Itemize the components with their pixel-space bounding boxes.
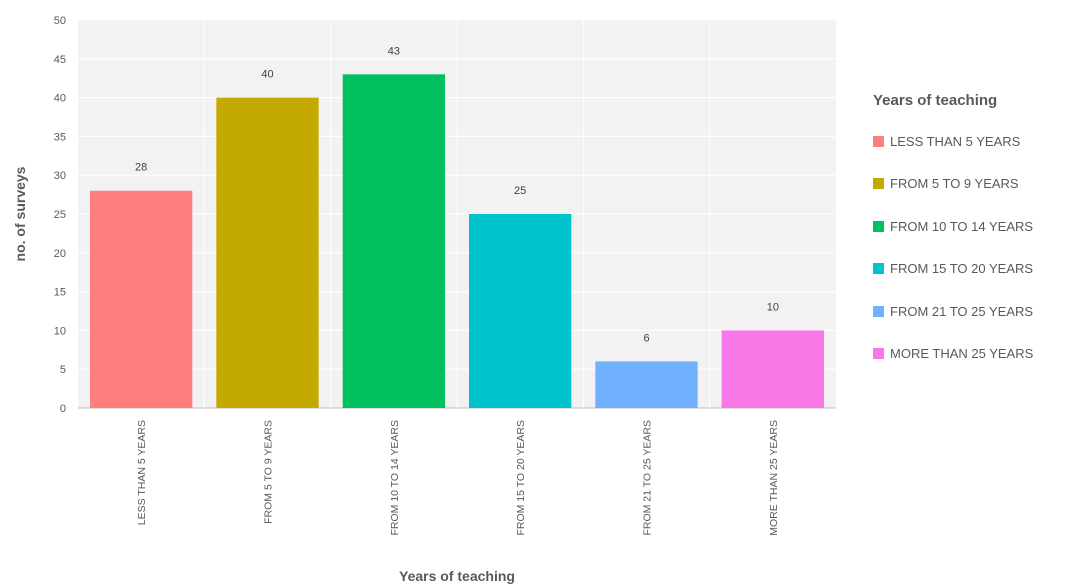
data-labels: 28 40 43 25 6 10 — [135, 45, 779, 344]
legend-item: FROM 10 TO 14 YEARS — [873, 205, 1063, 248]
y-tick-label: 5 — [60, 364, 66, 376]
legend-swatch — [873, 348, 884, 360]
legend-item: MORE THAN 25 YEARS — [873, 333, 1063, 376]
legend-item: FROM 5 TO 9 YEARS — [873, 163, 1063, 206]
bar-chart: 0 5 10 15 20 25 30 35 40 45 50 28 40 43 25 6 10 LESS TH… — [12, 15, 836, 584]
legend-item: FROM 15 TO 20 YEARS — [873, 248, 1063, 291]
data-label: 10 — [767, 301, 779, 313]
x-category-label: FROM 15 TO 20 YEARS — [515, 420, 527, 536]
legend-label: FROM 5 TO 9 YEARS — [890, 176, 1019, 192]
bar — [469, 214, 572, 408]
legend-swatch — [873, 135, 884, 147]
bars — [90, 74, 824, 408]
x-category-label: FROM 10 TO 14 YEARS — [389, 420, 401, 536]
y-tick-label: 10 — [54, 325, 66, 337]
data-label: 6 — [643, 332, 649, 344]
bar — [216, 97, 319, 408]
legend-items: LESS THAN 5 YEARS FROM 5 TO 9 YEARS FROM 1… — [873, 120, 1063, 375]
bar — [342, 74, 445, 408]
y-tick-label: 40 — [54, 93, 66, 105]
bar — [90, 190, 193, 408]
y-tick-label: 25 — [54, 209, 66, 221]
y-tick-label: 35 — [54, 131, 66, 143]
legend-label: FROM 15 TO 20 YEARS — [890, 261, 1034, 277]
legend-item: FROM 21 TO 25 YEARS — [873, 290, 1063, 333]
x-category-label: MORE THAN 25 YEARS — [768, 420, 780, 536]
y-tick-label: 0 — [60, 403, 66, 415]
legend-swatch — [873, 178, 884, 190]
gridlines — [78, 19, 836, 409]
y-tick-label: 15 — [54, 287, 66, 299]
y-axis-title: no. of surveys — [12, 166, 28, 261]
data-label: 25 — [514, 185, 526, 197]
legend-swatch — [873, 220, 884, 232]
x-axis-title: Years of teaching — [399, 568, 515, 584]
data-label: 43 — [388, 45, 400, 57]
x-axis-categories: LESS THAN 5 YEARS FROM 5 TO 9 YEARS FROM 1… — [136, 420, 780, 536]
bar — [595, 361, 698, 408]
legend-title: Years of teaching — [873, 92, 998, 109]
legend-label: FROM 21 TO 25 YEARS — [890, 303, 1034, 319]
y-tick-label: 50 — [54, 15, 66, 27]
legend-label: LESS THAN 5 YEARS — [890, 133, 1021, 149]
x-category-label: LESS THAN 5 YEARS — [136, 420, 148, 525]
legend-item: LESS THAN 5 YEARS — [873, 120, 1063, 163]
x-category-label: FROM 21 TO 25 YEARS — [642, 420, 654, 536]
legend-label: FROM 10 TO 14 YEARS — [890, 218, 1034, 234]
legend-label: MORE THAN 25 YEARS — [890, 346, 1034, 362]
legend: Years of teaching LESS THAN 5 YEARS FROM … — [873, 92, 1063, 375]
y-axis-ticks: 0 5 10 15 20 25 30 35 40 45 50 — [54, 15, 66, 415]
y-tick-label: 45 — [54, 54, 66, 66]
y-tick-label: 20 — [54, 248, 66, 260]
data-label: 28 — [135, 162, 147, 174]
x-category-label: FROM 5 TO 9 YEARS — [263, 420, 275, 524]
data-label: 40 — [261, 69, 273, 81]
legend-swatch — [873, 263, 884, 275]
bar — [721, 330, 824, 408]
legend-swatch — [873, 305, 884, 317]
y-tick-label: 30 — [54, 170, 66, 182]
